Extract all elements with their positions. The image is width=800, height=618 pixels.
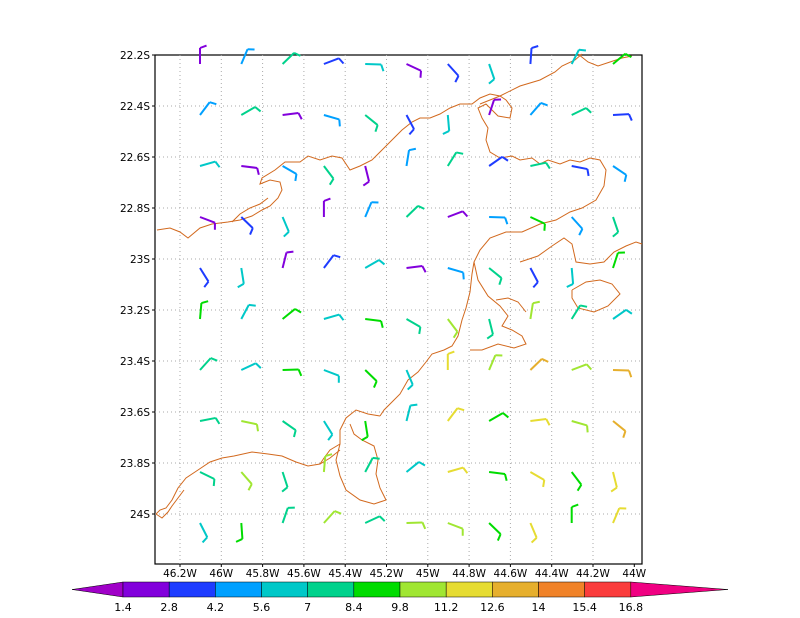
lon-tick-label: 45W [416,568,440,580]
colorbar-swatch [585,582,631,597]
lon-tick-label: 46W [209,568,233,580]
lon-tick-label: 45.8W [246,568,280,580]
colorbar-swatch [539,582,585,597]
colorbar-arrow-right [631,582,728,597]
colorbar-label: 14 [532,601,546,614]
lon-tick-label: 44.4W [535,568,569,580]
lon-tick-label: 44.2W [576,568,610,580]
colorbar-labels: 1.4 2.8 4.2 5.6 7 8.4 9.8 11.2 12.6 14 15.4 16.8 [114,601,643,614]
colorbar-swatch [123,582,169,597]
lat-tick-label: 23.8S [120,458,150,470]
lat-tick-label: 23S [130,254,150,266]
colorbar-label: 9.8 [391,601,409,614]
colorbar-swatch [215,582,261,597]
lat-tick-label: 22.8S [120,203,150,215]
colorbar-label: 2.8 [160,601,178,614]
latitude-labels: 22.2S 22.4S 22.6S 22.8S 23S 23.2S 23.4S 23.6S 23… [120,50,155,521]
lon-tick-label: 44W [622,568,646,580]
colorbar-swatch [354,582,400,597]
colorbar-label: 1.4 [114,601,132,614]
colorbar-label: 11.2 [434,601,459,614]
map-frame [155,55,642,564]
lat-tick-label: 22.4S [120,101,150,113]
colorbar-swatch [492,582,538,597]
colorbar-label: 5.6 [253,601,271,614]
lon-tick-label: 44.8W [452,568,486,580]
colorbar-swatch [169,582,215,597]
lon-tick-label: 46.2W [163,568,197,580]
colorbar-swatch [446,582,492,597]
colorbar [72,582,728,597]
lat-tick-label: 22.6S [120,152,150,164]
lon-tick-label: 45.6W [287,568,321,580]
lon-tick-label: 44.6W [494,568,528,580]
lat-tick-label: 23.2S [120,305,150,317]
longitude-labels: 46.2W 46W 45.8W 45.6W 45.4W 45.2W 45W 44.8W 44.6… [163,564,647,580]
lon-tick-label: 45.4W [328,568,362,580]
lat-tick-label: 24S [130,509,150,521]
lat-tick-label: 23.4S [120,356,150,368]
lon-tick-label: 45.2W [370,568,404,580]
colorbar-swatch [308,582,354,597]
colorbar-label: 8.4 [345,601,363,614]
colorbar-swatch [400,582,446,597]
colorbar-label: 4.2 [207,601,225,614]
colorbar-label: 15.4 [572,601,597,614]
colorbar-label: 16.8 [619,601,644,614]
colorbar-label: 12.6 [480,601,505,614]
colorbar-arrow-left [72,582,123,597]
colorbar-swatch [262,582,308,597]
colorbar-label: 7 [304,601,311,614]
lat-tick-label: 22.2S [120,50,150,62]
lat-tick-label: 23.6S [120,407,150,419]
